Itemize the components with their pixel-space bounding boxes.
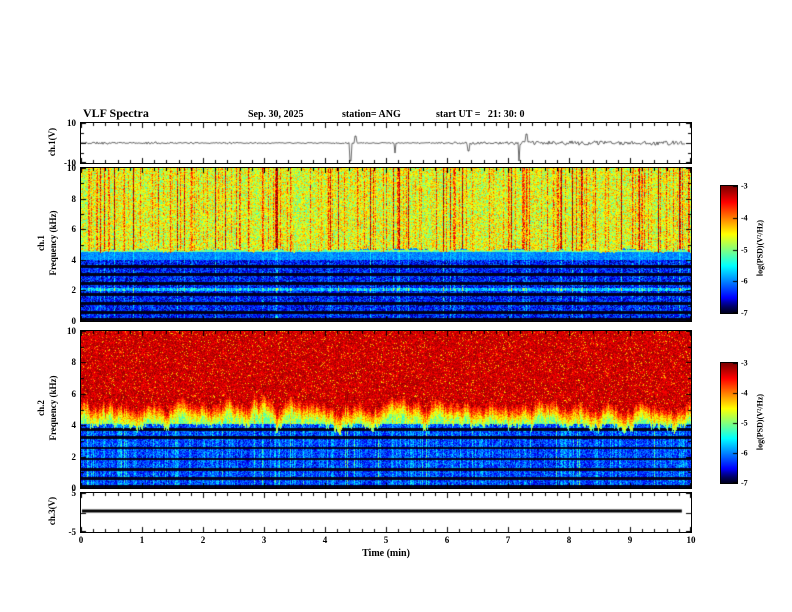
ch1-wave-ylabel: ch.1(V) [47, 127, 57, 157]
y-tick-label: 10 [67, 163, 76, 173]
colorbar1-label: log(PSD)(V²/Hz) [755, 219, 765, 277]
colorbar-tick-label: -3 [741, 181, 748, 191]
date-label: Sep. 30, 2025 [248, 109, 304, 120]
ch3-wave-ylabel: ch.3(V) [47, 496, 57, 526]
y-tick-label: -5 [68, 527, 77, 537]
y-tick-label: 0 [71, 316, 77, 326]
x-tick-label: 2 [200, 535, 206, 545]
y-tick-label: 6 [71, 388, 77, 399]
ch2-spec-channel-label: ch.2 [36, 400, 46, 416]
colorbar-tick-label: -7 [741, 308, 748, 318]
ch1-spec-frequency-label: Frequency (kHz) [48, 210, 58, 276]
y-tick-label: 4 [71, 254, 77, 265]
ch3-waveform-canvas [80, 492, 692, 533]
x-tick-label: 0 [78, 535, 84, 545]
x-tick-label: 4 [322, 535, 328, 545]
colorbar-tick-label: -7 [741, 478, 748, 488]
colorbar2-label: log(PSD)(V²/Hz) [755, 393, 765, 451]
y-tick-label: 0 [71, 483, 77, 493]
x-tick-label: 7 [505, 535, 511, 545]
y-tick-label: 2 [71, 285, 77, 296]
x-axis-label: Time (min) [362, 548, 410, 559]
y-tick-label: 6 [71, 224, 77, 235]
ch1-spec-channel-label: ch.1 [36, 235, 46, 251]
colorbar-tick-label: -4 [741, 213, 748, 223]
ch1-spectrogram-canvas [80, 167, 692, 322]
y-tick-label: 10 [67, 118, 76, 128]
colorbar-tick-label: -4 [741, 388, 748, 398]
page-title: VLF Spectra [83, 106, 149, 120]
x-tick-label: 9 [627, 535, 633, 545]
y-tick-label: 4 [71, 420, 77, 431]
colorbar-ch1 [720, 185, 738, 314]
x-tick-label: 3 [261, 535, 267, 545]
x-tick-label: 5 [383, 535, 389, 545]
start-ut-label: start UT = 21: 30: 0 [436, 109, 525, 120]
y-tick-label: 8 [71, 193, 77, 204]
colorbar-ch2 [720, 362, 738, 484]
ch2-spec-frequency-label: Frequency (kHz) [48, 375, 58, 441]
colorbar-tick-label: -3 [741, 358, 748, 368]
ch2-spectrogram-canvas [80, 330, 692, 489]
y-tick-label: 8 [71, 357, 77, 368]
y-tick-label: -10 [64, 158, 76, 168]
x-tick-label: 8 [566, 535, 572, 545]
y-tick-label: 2 [71, 451, 77, 462]
y-tick-label: 5 [71, 488, 77, 498]
y-tick-label: 10 [67, 326, 76, 336]
colorbar-tick-label: -5 [741, 245, 748, 254]
x-tick-label: 10 [686, 535, 696, 545]
colorbar-tick-label: -6 [741, 448, 748, 458]
colorbar-tick-label: -6 [741, 276, 748, 286]
x-tick-label: 6 [444, 535, 450, 545]
x-tick-label: 1 [139, 535, 145, 545]
station-label: station= ANG [342, 109, 401, 120]
colorbar-tick-label: -5 [741, 418, 748, 428]
ch1-waveform-canvas [80, 122, 692, 164]
